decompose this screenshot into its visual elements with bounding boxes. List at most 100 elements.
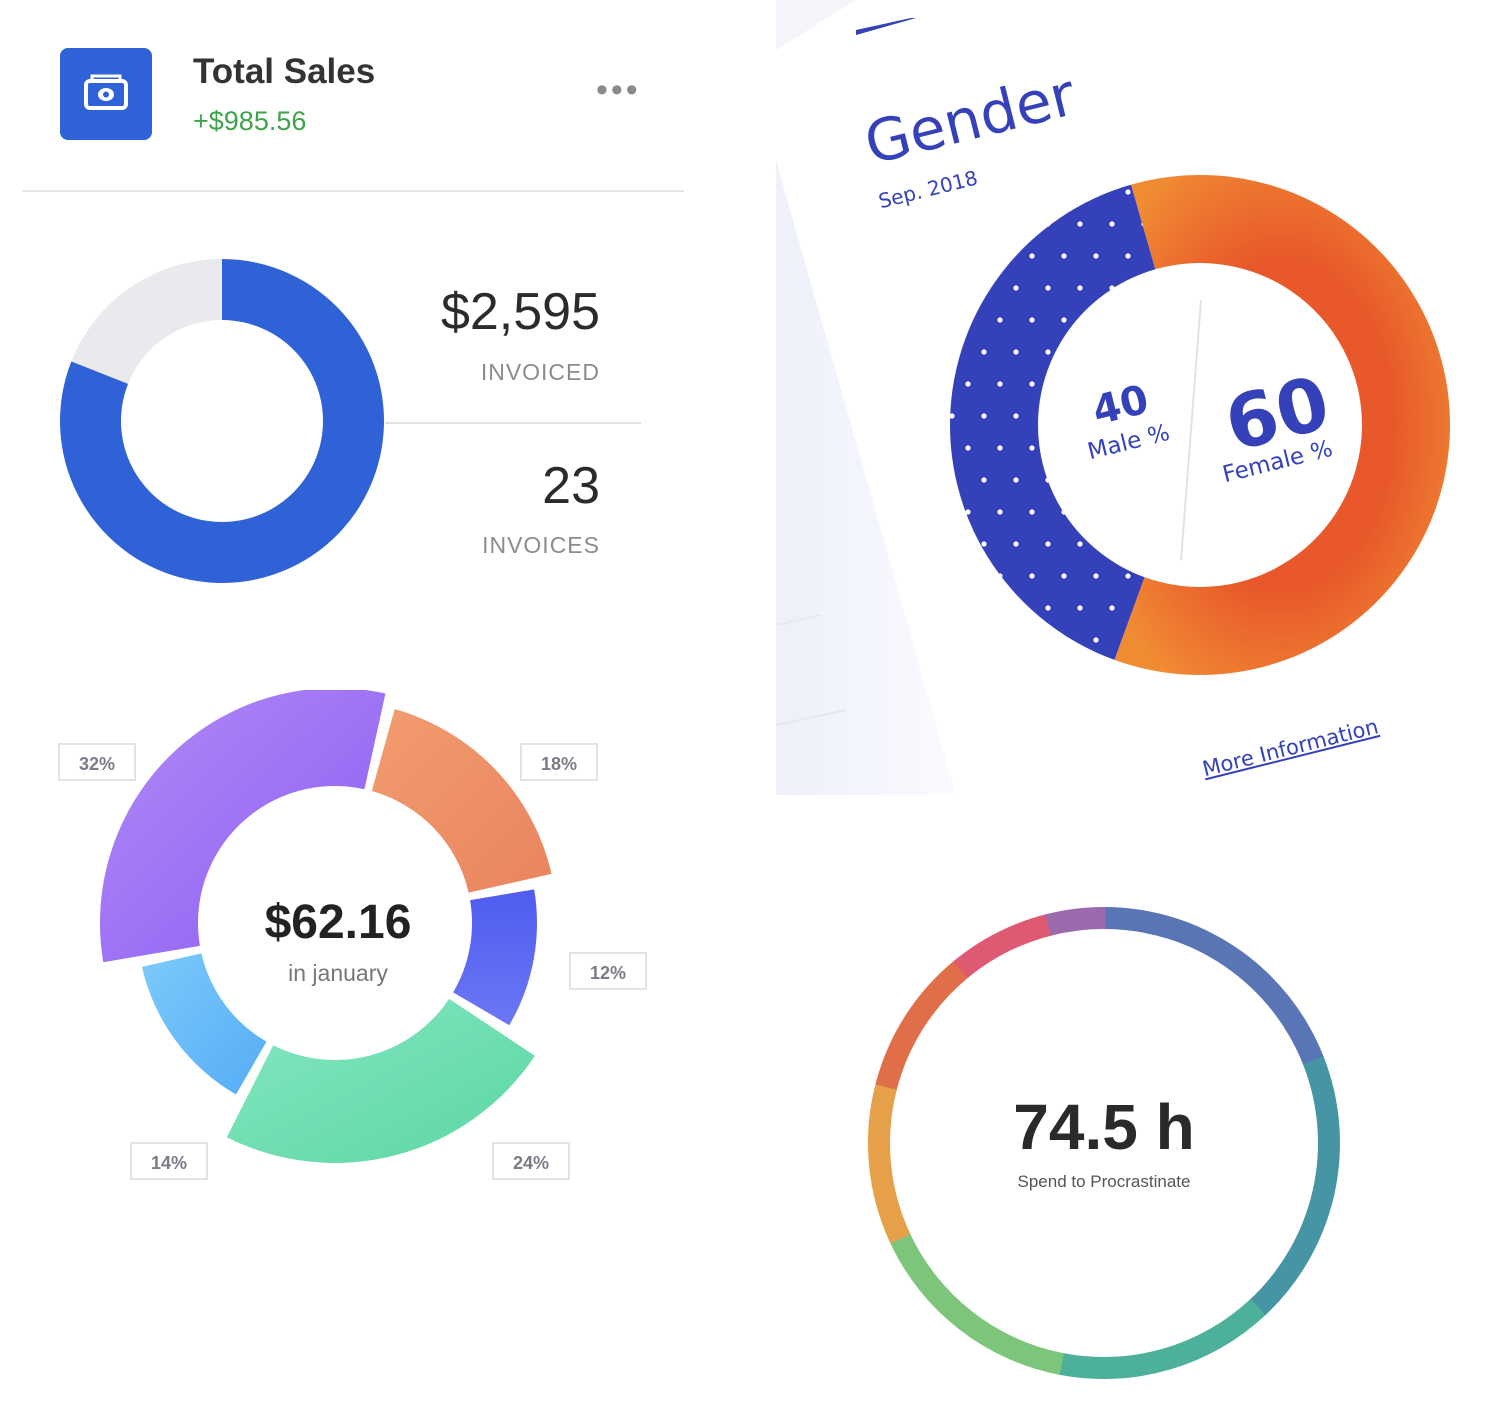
gender-pattern-dot bbox=[965, 637, 971, 643]
gender-pattern-dot bbox=[949, 477, 955, 483]
gender-pattern-dot bbox=[1077, 285, 1083, 291]
gender-pattern-dot bbox=[1061, 253, 1067, 259]
monthly-donut-segment-3 bbox=[226, 998, 535, 1163]
gender-pattern-dot bbox=[1189, 509, 1194, 514]
gender-pattern-dot bbox=[1173, 413, 1178, 418]
gender-pattern-dot bbox=[1093, 637, 1099, 643]
invoiced-donut-segment-2 bbox=[71, 259, 222, 384]
invoiced-label: INVOICED bbox=[480, 359, 600, 385]
gender-pattern-dot bbox=[1061, 189, 1067, 195]
gender-pattern-dot bbox=[1061, 317, 1067, 323]
money-icon bbox=[84, 74, 128, 110]
gender-pattern-dot bbox=[1045, 669, 1050, 674]
gender-pattern-dot bbox=[1045, 285, 1051, 291]
gender-pattern-dot bbox=[1205, 413, 1210, 418]
gender-pattern-dot bbox=[981, 605, 987, 611]
gender-pattern-dot bbox=[1045, 157, 1050, 162]
monthly-donut bbox=[100, 690, 552, 1163]
gender-pattern-dot bbox=[1109, 477, 1115, 483]
gender-pattern-dot bbox=[949, 541, 955, 547]
gender-pattern-dot bbox=[997, 509, 1003, 515]
gender-pattern-dot bbox=[1109, 669, 1114, 674]
gender-pattern-dot bbox=[1205, 285, 1210, 290]
monthly-donut-segment-2 bbox=[453, 889, 537, 1026]
gender-pattern-dot bbox=[1157, 509, 1162, 514]
gender-pattern-dot bbox=[1093, 573, 1099, 579]
gender-pattern-dot bbox=[933, 573, 938, 578]
gender-pattern-dot bbox=[1013, 605, 1019, 611]
gender-pattern-dot bbox=[981, 541, 987, 547]
gender-pattern-dot bbox=[1141, 541, 1147, 547]
gender-pattern-dot bbox=[1237, 349, 1242, 354]
gender-pattern-dot bbox=[1237, 157, 1242, 162]
gender-pattern-dot bbox=[1029, 189, 1035, 195]
gender-pattern-dot bbox=[997, 189, 1003, 195]
gender-pattern-dot bbox=[1141, 349, 1147, 355]
gender-pattern-dot bbox=[933, 253, 938, 258]
gender-pattern-dot bbox=[981, 221, 987, 227]
gender-pattern-dot bbox=[1221, 317, 1226, 322]
gender-donut bbox=[933, 157, 1450, 675]
gender-pattern-dot bbox=[1013, 669, 1018, 674]
gender-pattern-dot bbox=[965, 381, 971, 387]
procrastinate-ring-segment-6 bbox=[875, 960, 969, 1090]
invoiced-donut-segment-1 bbox=[59, 259, 385, 583]
gender-pattern-dot bbox=[1173, 157, 1178, 162]
gender-pattern-dot bbox=[949, 669, 954, 674]
gender-pattern-dot bbox=[997, 573, 1003, 579]
gender-pattern-dot bbox=[1205, 541, 1210, 546]
gender-pattern-dot bbox=[1109, 157, 1114, 162]
gender-pattern-dot bbox=[981, 477, 987, 483]
monthly-donut-segment-1 bbox=[371, 709, 552, 893]
gender-pattern-dot bbox=[997, 253, 1003, 259]
gender-pattern-dot bbox=[1141, 285, 1147, 291]
procrastinate-ring-segment-2 bbox=[1249, 1056, 1340, 1316]
gender-pattern-dot bbox=[1221, 509, 1226, 514]
gender-pattern-dot bbox=[1061, 509, 1067, 515]
card-divider bbox=[22, 190, 684, 192]
gender-pattern-dot bbox=[1173, 285, 1178, 290]
gender-pattern-dot bbox=[1061, 637, 1067, 643]
gender-pattern-dot bbox=[1077, 157, 1082, 162]
monthly-donut-segment-5 bbox=[100, 690, 386, 963]
invoices-value: 23 bbox=[542, 457, 600, 515]
gender-pattern-dot bbox=[965, 573, 971, 579]
invoices-label: INVOICES bbox=[482, 532, 600, 558]
gender-pattern-dot bbox=[1141, 157, 1146, 162]
gender-pattern-dot bbox=[1013, 285, 1019, 291]
gender-pattern-dot bbox=[1109, 221, 1115, 227]
gender-pattern-dot bbox=[1093, 509, 1099, 515]
gender-pattern-dot bbox=[997, 445, 1003, 451]
gender-pattern-dot bbox=[1029, 573, 1035, 579]
gender-pattern-dot bbox=[1077, 541, 1083, 547]
stats-divider bbox=[385, 422, 641, 424]
procrastinate-ring-segment-5 bbox=[868, 1083, 911, 1244]
month-amount: $62.16 bbox=[264, 896, 412, 949]
gender-pattern-dot bbox=[1237, 285, 1242, 290]
gender-pattern-dot bbox=[1173, 349, 1178, 354]
gender-pattern-dot bbox=[1013, 349, 1019, 355]
procrastinate-ring-segment-1 bbox=[1104, 907, 1324, 1066]
gender-pattern-dot bbox=[1125, 253, 1131, 259]
gender-male-segment bbox=[949, 184, 1156, 660]
sales-icon-box bbox=[60, 48, 152, 140]
gender-pattern-dot bbox=[1045, 605, 1051, 611]
gender-pattern-dot bbox=[949, 605, 955, 611]
gender-pattern-dot bbox=[933, 381, 938, 386]
gender-pattern-dot bbox=[1157, 381, 1162, 386]
gender-pattern-dot bbox=[1077, 669, 1082, 674]
gender-pattern-dot bbox=[997, 317, 1003, 323]
gender-pattern-dot bbox=[1237, 541, 1242, 546]
gender-pattern-dot bbox=[1013, 413, 1019, 419]
gender-pattern-dot bbox=[997, 381, 1003, 387]
gender-pattern-dot bbox=[1045, 477, 1051, 483]
gender-pattern-dot bbox=[1109, 605, 1115, 611]
gender-female-segment bbox=[1114, 175, 1450, 675]
month-subtitle: in january bbox=[288, 960, 388, 986]
gender-pattern-dot bbox=[1189, 573, 1194, 578]
gender-pattern-dot bbox=[933, 509, 938, 514]
gender-pattern-dot bbox=[949, 413, 955, 419]
gender-center-divider bbox=[1180, 299, 1202, 561]
invoiced-donut bbox=[59, 259, 385, 583]
gender-pattern-dot bbox=[1125, 573, 1131, 579]
